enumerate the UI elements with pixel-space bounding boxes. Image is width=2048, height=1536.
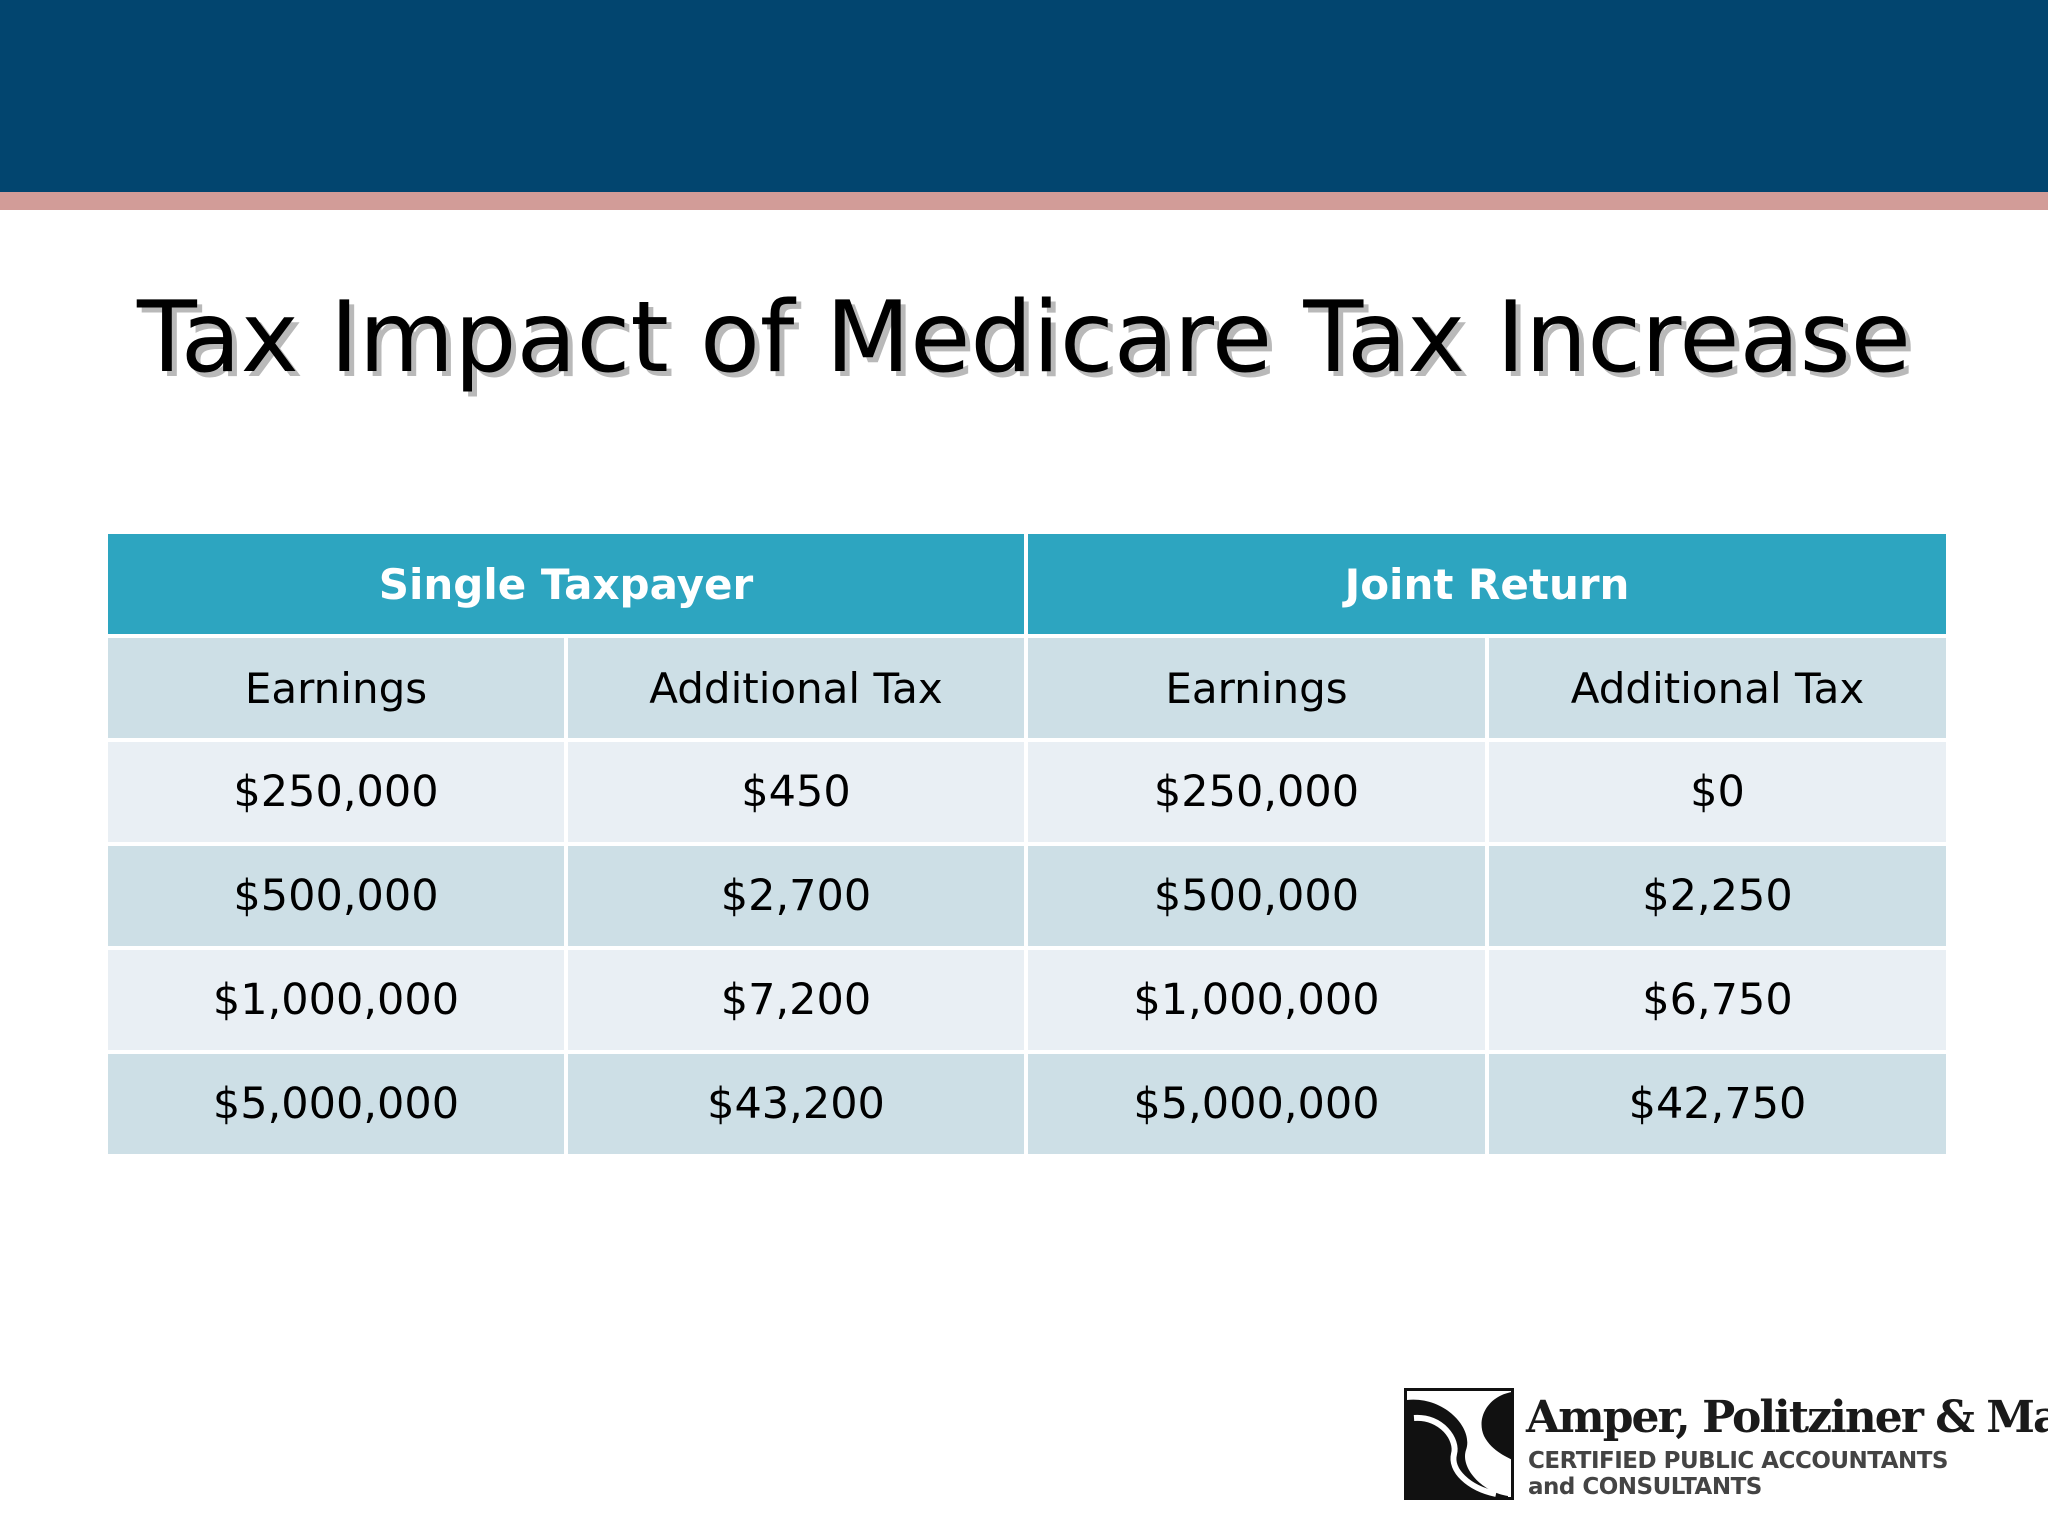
single-earnings-cell: $5,000,000 — [104, 1050, 568, 1158]
single-earnings-cell: $1,000,000 — [104, 946, 568, 1054]
tax-impact-table: Single Taxpayer Joint Return Earnings Ad… — [103, 530, 1951, 1158]
table-row: $1,000,000 $7,200 $1,000,000 $6,750 — [104, 946, 1951, 1054]
slide-title: Tax Impact of Medicare Tax Increase — [137, 281, 1911, 395]
joint-additional-tax-cell: $42,750 — [1485, 1050, 1951, 1158]
group-header-single-taxpayer: Single Taxpayer — [103, 530, 1029, 638]
table-row: $250,000 $450 $250,000 $0 — [104, 738, 1951, 846]
firm-name: Amper, Politziner & Mattia — [1526, 1392, 2048, 1443]
single-additional-tax-cell: $450 — [563, 738, 1029, 846]
joint-additional-tax-cell: $6,750 — [1485, 946, 1951, 1054]
table-column-header-row: Earnings Additional Tax Earnings Additio… — [104, 634, 1951, 742]
table-row: $5,000,000 $43,200 $5,000,000 $42,750 — [104, 1050, 1951, 1158]
top-banner — [0, 0, 2048, 192]
joint-earnings-cell: $1,000,000 — [1024, 946, 1490, 1054]
single-earnings-cell: $250,000 — [104, 738, 568, 846]
joint-additional-tax-cell: $0 — [1485, 738, 1951, 846]
joint-earnings-cell: $5,000,000 — [1024, 1050, 1490, 1158]
single-additional-tax-cell: $2,700 — [563, 842, 1029, 950]
joint-earnings-cell: $250,000 — [1024, 738, 1490, 846]
column-header-joint-additional-tax: Additional Tax — [1485, 634, 1951, 742]
accent-stripe — [0, 192, 2048, 210]
group-header-joint-return: Joint Return — [1024, 530, 1951, 638]
single-earnings-cell: $500,000 — [104, 842, 568, 950]
firm-logo-mark-icon — [1404, 1388, 1514, 1500]
joint-additional-tax-cell: $2,250 — [1485, 842, 1951, 950]
column-header-single-earnings: Earnings — [104, 634, 568, 742]
column-header-single-additional-tax: Additional Tax — [563, 634, 1029, 742]
table-group-header-row: Single Taxpayer Joint Return — [103, 530, 1951, 638]
firm-tagline-line-2: and CONSULTANTS — [1528, 1474, 1762, 1500]
firm-tagline-line-1: CERTIFIED PUBLIC ACCOUNTANTS — [1528, 1448, 1949, 1474]
single-additional-tax-cell: $43,200 — [563, 1050, 1029, 1158]
single-additional-tax-cell: $7,200 — [563, 946, 1029, 1054]
column-header-joint-earnings: Earnings — [1024, 634, 1490, 742]
table-row: $500,000 $2,700 $500,000 $2,250 — [104, 842, 1951, 950]
joint-earnings-cell: $500,000 — [1024, 842, 1490, 950]
firm-logo: Amper, Politziner & Mattia CERTIFIED PUB… — [1404, 1388, 2048, 1506]
